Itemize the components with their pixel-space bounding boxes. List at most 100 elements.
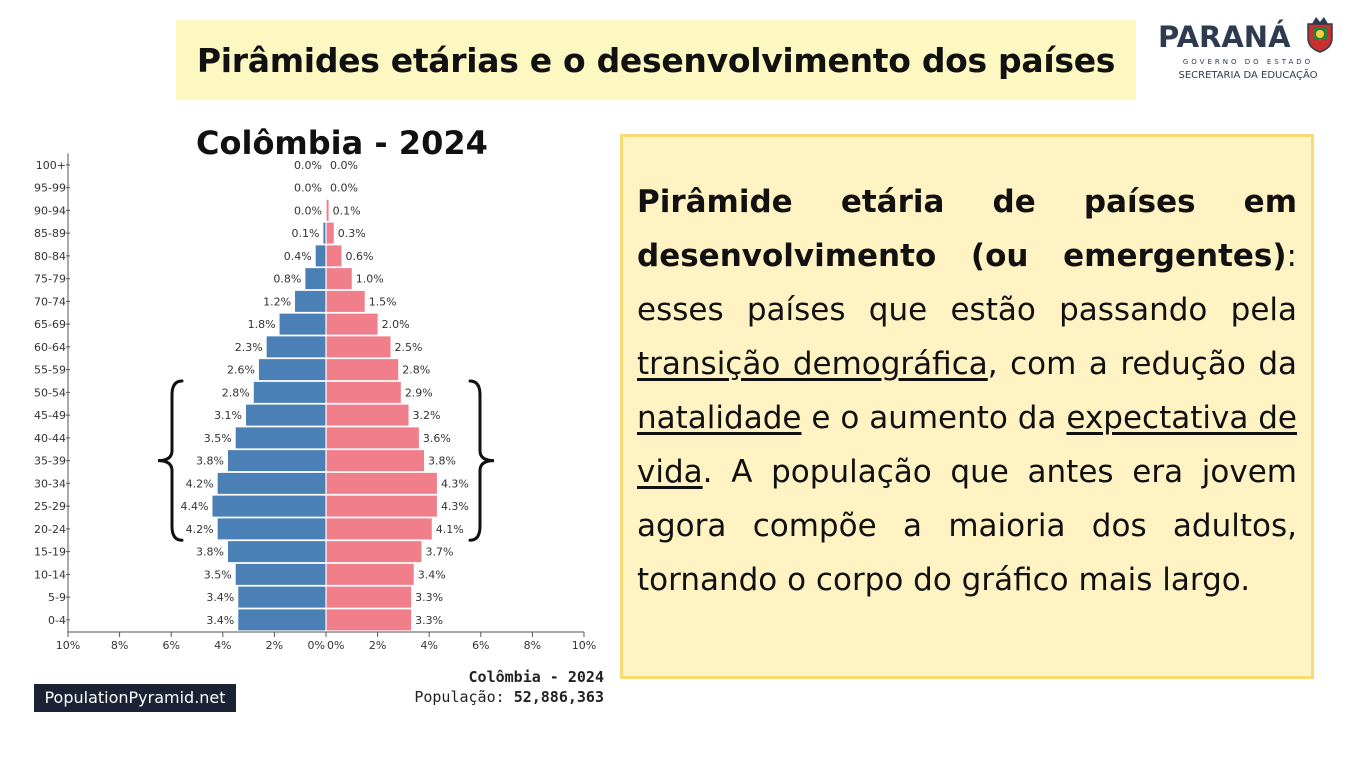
age-group-label: 35-39 [34,455,66,468]
bar-right [326,586,412,608]
x-tick-label: 6% [162,639,179,652]
value-label-right: 0.6% [345,250,373,263]
x-tick-label: 6% [472,639,489,652]
bar-left [295,290,326,312]
age-group-label: 10-14 [34,568,66,581]
value-label-right: 1.0% [356,273,384,286]
x-tick-label: 10% [56,639,80,652]
explanation-part-2: , com a redução da [987,346,1297,382]
age-group-label: 40-44 [34,432,66,445]
bar-right [326,404,409,426]
value-label-right: 0.0% [330,159,358,172]
explanation-heading: Pirâmide etária de países em desenvolvim… [637,184,1297,274]
value-label-left: 2.6% [227,364,255,377]
term-demographic-transition: transição demográfica [637,346,988,382]
explanation-box: Pirâmide etária de países em desenvolvim… [620,134,1314,679]
value-label-left: 4.4% [181,500,209,513]
x-tick-label: 8% [524,639,541,652]
value-label-left: 2.8% [222,386,250,399]
caption-population: População: 52,886,363 [414,688,604,706]
bar-right [326,450,425,472]
x-tick-label: 2% [266,639,283,652]
age-group-label: 95-99 [34,182,66,195]
value-label-left: 2.3% [235,341,263,354]
value-label-left: 3.8% [196,455,224,468]
value-label-right: 1.5% [369,295,397,308]
logo-subtitle: GOVERNO DO ESTADO [1182,58,1314,66]
explanation-text: Pirâmide etária de países em desenvolvim… [637,175,1297,607]
logo-department: SECRETARIA DA EDUCAÇÃO [1178,70,1318,81]
age-group-label: 20-24 [34,523,66,536]
value-label-right: 3.4% [418,568,446,581]
x-tick-label: 2% [369,639,386,652]
bar-left [238,586,326,608]
bar-right [326,381,401,403]
bar-left [227,450,326,472]
value-label-left: 3.8% [196,546,224,559]
age-group-label: 0-4 [48,614,66,627]
x-tick-label: 10% [572,639,596,652]
value-label-right: 3.8% [428,455,456,468]
bar-right [326,268,352,290]
coat-of-arms-icon [1307,17,1333,53]
value-label-left: 0.8% [273,273,301,286]
value-label-left: 4.2% [186,477,214,490]
bar-left [212,495,326,517]
logo-wordmark: PARANÁ [1158,20,1291,54]
age-group-label: 100+ [36,159,66,172]
value-label-left: 1.8% [248,318,276,331]
explanation-part-4: . A população que antes era jovem agora … [637,454,1297,598]
bar-right [326,495,437,517]
value-label-left: 0.4% [284,250,312,263]
x-tick-label: 0% [308,639,325,652]
bar-right [326,518,432,540]
bar-left [238,609,326,631]
value-label-right: 3.3% [415,614,443,627]
age-group-label: 50-54 [34,386,66,399]
value-label-left: 3.4% [206,591,234,604]
bar-left [217,518,326,540]
caption-country-year: Colômbia - 2024 [468,668,604,686]
value-label-right: 2.8% [402,364,430,377]
value-label-left: 3.5% [204,568,232,581]
value-label-left: 0.0% [294,204,322,217]
value-label-right: 3.7% [425,546,453,559]
age-group-label: 90-94 [34,204,66,217]
value-label-right: 4.1% [436,523,464,536]
page-title: Pirâmides etárias e o desenvolvimento do… [196,40,1116,80]
chart-title: Colômbia - 2024 [196,124,488,162]
bar-left [266,336,326,358]
caption-population-value: 52,886,363 [513,688,604,706]
bar-right [326,290,365,312]
bar-right [326,199,329,221]
bar-left [315,245,326,267]
age-group-label: 5-9 [48,591,66,604]
source-badge[interactable]: PopulationPyramid.net [34,684,236,712]
bar-left [235,563,326,585]
chart-caption: Colômbia - 2024 População: 52,886,363 [414,668,604,706]
x-tick-label: 0% [327,639,344,652]
value-label-right: 2.5% [395,341,423,354]
bar-left [217,472,326,494]
term-birth-rate: natalidade [637,400,802,436]
value-label-left: 1.2% [263,295,291,308]
age-group-label: 75-79 [34,273,66,286]
value-label-left: 0.1% [291,227,319,240]
bar-right [326,245,342,267]
age-group-label: 80-84 [34,250,66,263]
bar-left [253,381,326,403]
bar-left [279,313,326,335]
bar-right [326,609,412,631]
x-tick-label: 4% [420,639,437,652]
age-group-label: 85-89 [34,227,66,240]
age-group-label: 65-69 [34,318,66,331]
value-label-left: 4.2% [186,523,214,536]
explanation-part-1: : esses países que estão passando pela [637,238,1297,328]
bar-left [227,541,326,563]
bar-right [326,313,378,335]
bar-left [305,268,326,290]
value-label-right: 0.0% [330,182,358,195]
value-label-right: 3.2% [413,409,441,422]
bar-right [326,336,391,358]
age-group-label: 70-74 [34,295,66,308]
